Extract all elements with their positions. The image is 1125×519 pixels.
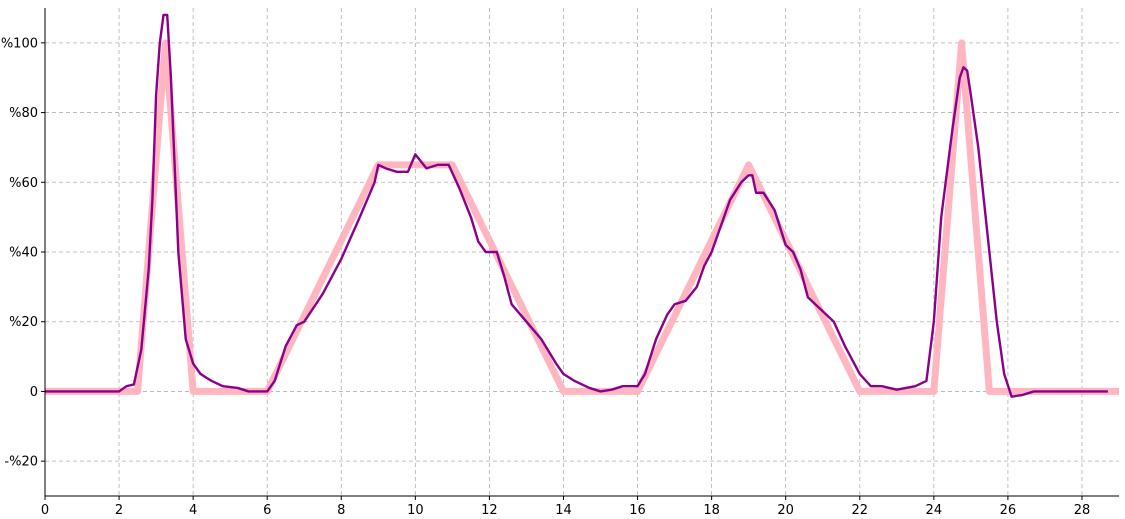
- x-tick-label: 28: [1074, 503, 1091, 518]
- x-tick-label: 16: [629, 503, 646, 518]
- x-tick-label: 6: [263, 503, 271, 518]
- x-tick-label: 26: [1000, 503, 1017, 518]
- y-tick-label: %80: [9, 106, 38, 121]
- axes: [41, 8, 1119, 500]
- x-tick-label: 10: [407, 503, 424, 518]
- x-tick-label: 8: [337, 503, 345, 518]
- y-tick-label: %100: [1, 36, 38, 51]
- x-tick-label: 18: [703, 503, 720, 518]
- x-tick-label: 2: [115, 503, 123, 518]
- x-tick-label: 14: [555, 503, 572, 518]
- x-tick-label: 20: [777, 503, 794, 518]
- x-tick-label: 0: [41, 503, 49, 518]
- y-tick-label: %40: [9, 246, 38, 261]
- tick-labels: 0 2 4 6 8 10 12 14 16 18 20 22 24 26 28-%200%20%40%60%…: [1, 36, 1090, 518]
- y-tick-label: 0: [30, 385, 38, 400]
- x-tick-label: 4: [189, 503, 197, 518]
- y-tick-label: -%20: [4, 455, 38, 470]
- x-tick-label: 22: [851, 503, 868, 518]
- series-line-1: [45, 13, 1108, 398]
- x-tick-label: 24: [926, 503, 943, 518]
- series-lines: [45, 13, 1119, 398]
- x-tick-label: 12: [481, 503, 498, 518]
- y-tick-label: %20: [9, 315, 38, 330]
- y-tick-label: %60: [9, 176, 38, 191]
